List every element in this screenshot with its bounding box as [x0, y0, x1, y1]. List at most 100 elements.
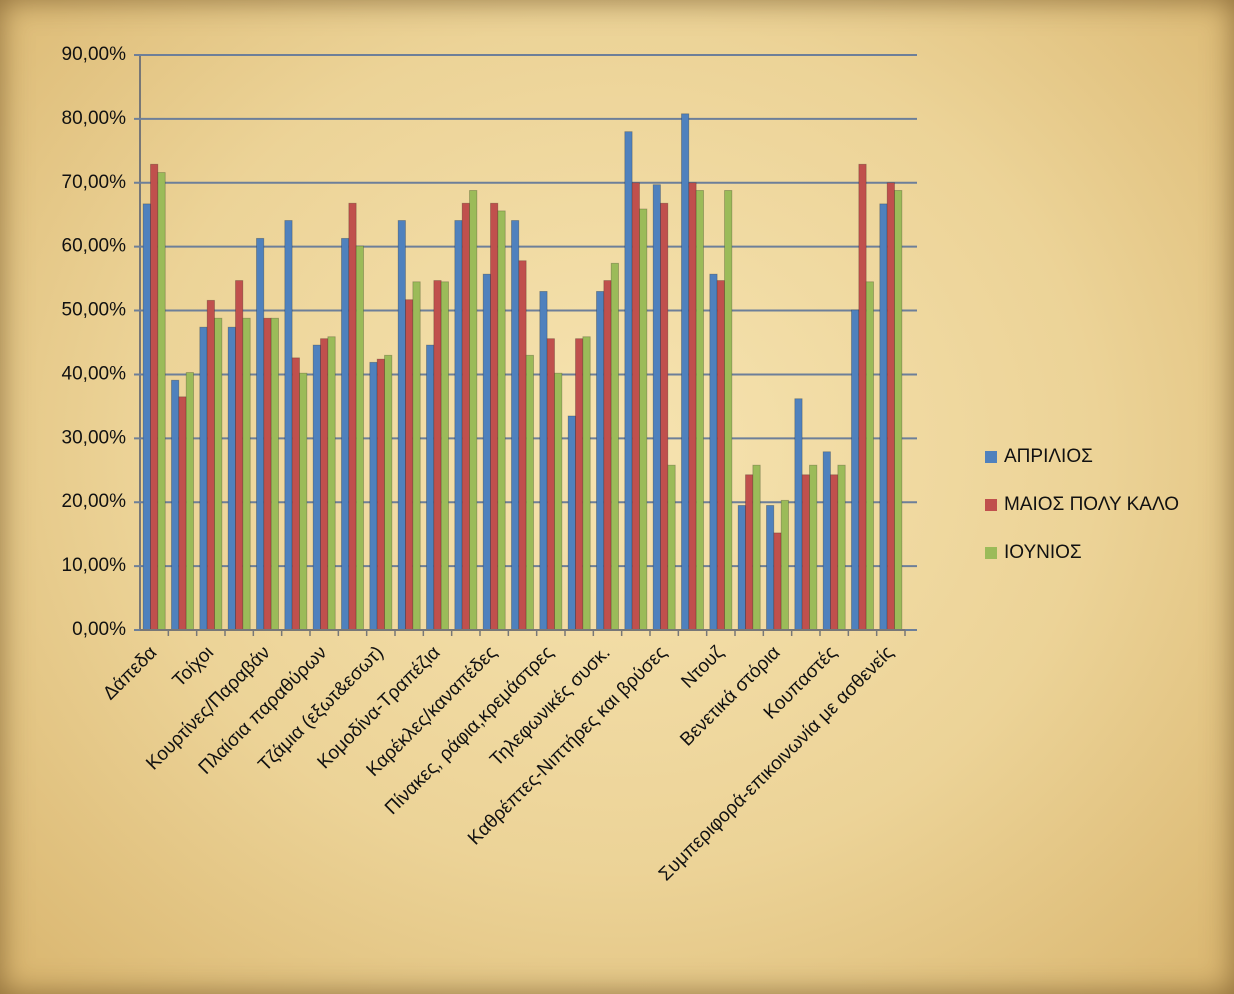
bar [546, 338, 555, 631]
bar [851, 309, 860, 631]
bar [794, 398, 803, 631]
y-tick-label: 60,00% [62, 236, 127, 257]
legend-swatch [985, 451, 997, 463]
bar [582, 336, 591, 631]
x-tick-label: Δάπεδα [99, 642, 161, 704]
bar [270, 317, 279, 631]
bar [688, 182, 697, 631]
bar [341, 237, 350, 631]
y-tick-label: 20,00% [62, 491, 127, 512]
bar [858, 163, 867, 631]
legend-label: ΜΑΙΟΣ ΠΟΛΥ ΚΑΛΟ [1004, 494, 1179, 515]
bar [482, 273, 491, 631]
bar [199, 326, 208, 631]
y-tick-label: 30,00% [62, 427, 127, 448]
bar [518, 260, 527, 631]
bar [405, 299, 414, 631]
bar [737, 505, 746, 631]
bar [320, 338, 329, 631]
bar [681, 113, 690, 631]
bar [185, 372, 194, 631]
bar [327, 336, 336, 631]
x-tick-label: Τοίχοι [169, 642, 218, 691]
legend-label: ΙΟΥΝΙΟΣ [1004, 542, 1082, 563]
y-tick-label: 0,00% [72, 619, 126, 640]
y-tick-label: 10,00% [62, 555, 127, 576]
bar [227, 326, 236, 631]
bar [894, 190, 903, 631]
bar [567, 415, 576, 631]
bar [865, 281, 874, 631]
y-tick-label: 70,00% [62, 172, 127, 193]
bar [299, 372, 308, 631]
bar [235, 280, 244, 631]
bar [412, 281, 421, 631]
bar [575, 338, 584, 631]
bar [440, 281, 449, 631]
bar [554, 372, 563, 631]
bar [724, 190, 733, 631]
bar [206, 299, 215, 631]
bar [603, 280, 612, 631]
bar [660, 202, 669, 631]
legend-swatch [985, 547, 997, 559]
bar [150, 163, 159, 631]
bar [631, 182, 640, 631]
bar [355, 245, 364, 631]
bar [709, 273, 718, 631]
y-tick-label: 50,00% [62, 300, 127, 321]
bar [348, 202, 357, 631]
bar [384, 354, 393, 631]
y-tick-label: 80,00% [62, 108, 127, 129]
x-tick-label: Ντουζ [678, 642, 729, 693]
bar [879, 203, 888, 631]
bar [773, 532, 782, 631]
bar [171, 379, 180, 631]
bar [539, 290, 548, 631]
bar [624, 131, 633, 631]
bar [716, 280, 725, 631]
bar [178, 396, 187, 631]
bar [263, 317, 272, 631]
bar [752, 464, 761, 631]
bar [830, 474, 839, 631]
y-tick-label: 90,00% [62, 44, 127, 65]
bar [469, 190, 478, 631]
bar [886, 182, 895, 631]
bar [652, 184, 661, 631]
y-tick-label: 40,00% [62, 363, 127, 384]
x-tick-label: Βενετικά στόρια [676, 642, 784, 750]
bar [291, 357, 300, 631]
bar [766, 505, 775, 631]
bar [837, 464, 846, 631]
bar [454, 220, 463, 631]
bar [610, 262, 619, 631]
bar [822, 451, 831, 631]
bar [433, 280, 442, 631]
bar [809, 464, 818, 631]
bar [157, 172, 166, 631]
bar [242, 317, 251, 631]
bar [667, 464, 676, 631]
bar [397, 220, 406, 631]
legend-swatch [985, 499, 997, 511]
bar [497, 210, 506, 631]
bar [745, 474, 754, 631]
bar [695, 190, 704, 631]
bar [142, 203, 151, 631]
bar [376, 358, 385, 631]
bar [511, 220, 520, 631]
bar [369, 361, 378, 631]
bar [256, 237, 265, 631]
bar [461, 202, 470, 631]
bar [596, 290, 605, 631]
bar [312, 344, 321, 631]
bar [801, 474, 810, 631]
bar [426, 344, 435, 631]
bar [639, 208, 648, 631]
legend-label: ΑΠΡΙΛΙΟΣ [1004, 446, 1093, 467]
bar [284, 220, 293, 631]
bar [214, 317, 223, 631]
